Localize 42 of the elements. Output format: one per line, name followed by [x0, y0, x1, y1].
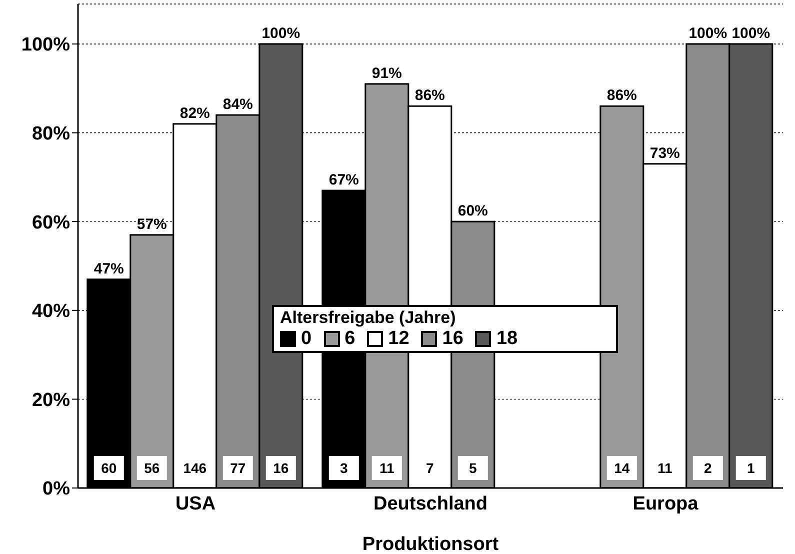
legend-label: 12 [387, 328, 410, 350]
data-label: 57% [136, 216, 167, 233]
data-label: 60% [458, 202, 488, 220]
legend-label: 18 [495, 328, 518, 350]
annotation: 14 [614, 460, 630, 476]
y-tick-label: 0% [42, 478, 70, 500]
annotation: 1 [747, 460, 755, 476]
data-label: 47% [94, 260, 124, 278]
legend-title: Altersfreigabe (Jahre) [280, 308, 457, 328]
data-label: 100% [688, 24, 728, 42]
data-label: 86% [414, 87, 445, 104]
annotation: 7 [426, 460, 434, 476]
x-tick-label: Europa [632, 493, 699, 514]
annotation: 60 [101, 460, 117, 476]
annotation: 3 [340, 460, 348, 476]
annotation: 11 [379, 460, 395, 476]
data-label: 67% [328, 171, 359, 188]
y-tick-label: 20% [32, 390, 70, 411]
y-tick-label: 40% [32, 301, 70, 322]
annotation: 56 [144, 460, 160, 476]
y-tick-label: 100% [21, 34, 70, 56]
data-label: 82% [180, 104, 210, 122]
legend-label: 6 [344, 328, 356, 350]
data-label: 84% [222, 96, 253, 114]
annotation: 5 [469, 460, 477, 476]
annotation: 11 [657, 460, 673, 476]
data-label: 91% [372, 64, 402, 82]
annotation: 146 [183, 460, 207, 476]
data-label: 100% [262, 24, 300, 42]
annotation: 16 [273, 460, 289, 476]
annotation: 77 [230, 460, 246, 476]
data-label: 73% [650, 144, 680, 162]
data-label: 86% [606, 87, 637, 104]
legend-label: 0 [300, 328, 312, 350]
x-tick-label: Deutschland [373, 493, 488, 514]
legend-label: 16 [441, 328, 464, 350]
annotation: 2 [704, 460, 712, 476]
y-tick-label: 60% [32, 212, 70, 234]
y-tick-label: 80% [32, 124, 70, 145]
x-tick-label: USA [175, 493, 216, 514]
x-axis-title: Produktionsort [362, 534, 500, 554]
data-label: 100% [732, 24, 770, 42]
